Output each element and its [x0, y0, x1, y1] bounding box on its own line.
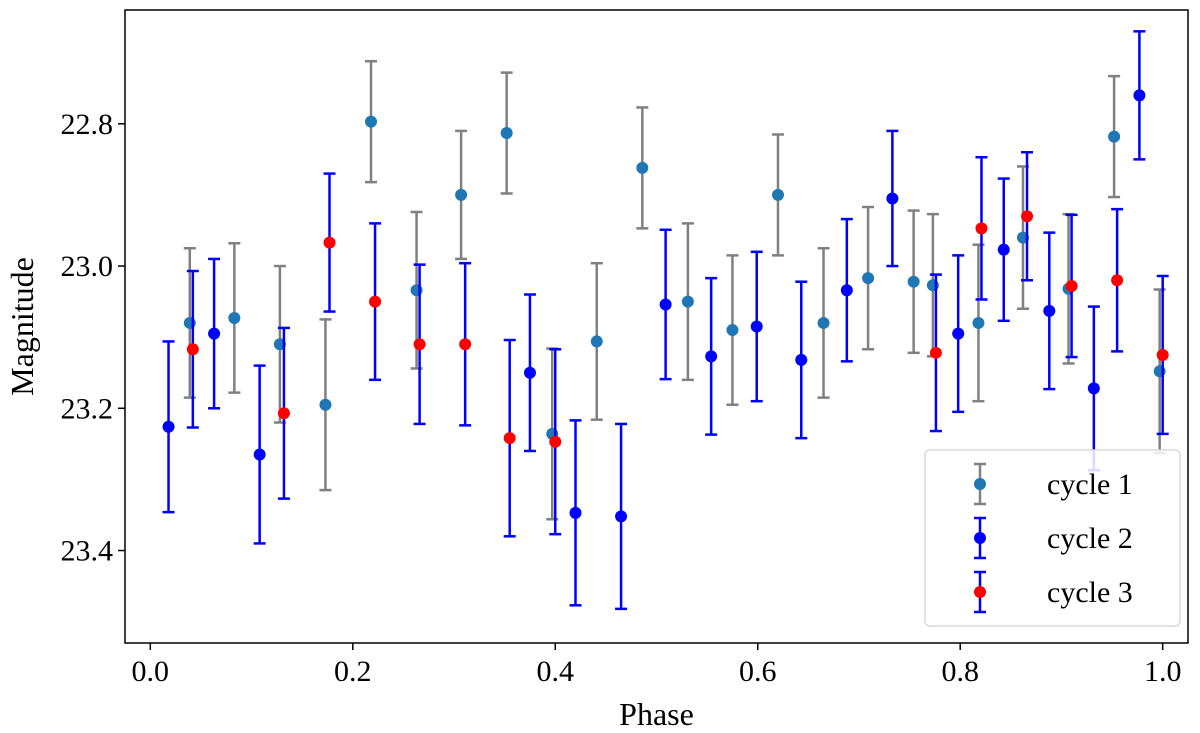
data-point [1065, 279, 1078, 292]
data-point [681, 295, 694, 308]
data-point [726, 324, 739, 337]
legend: cycle 1 cycle 2 cycle 3 [924, 449, 1181, 627]
data-point [1111, 274, 1124, 287]
legend-label: cycle 2 [1047, 522, 1133, 555]
x-tick-label: 0.8 [941, 655, 979, 688]
y-tick-label: 23.2 [61, 392, 114, 425]
data-point [705, 350, 718, 363]
data-point [319, 398, 332, 411]
data-point [886, 192, 899, 205]
data-point [413, 338, 426, 351]
data-point [503, 432, 516, 445]
legend-label: cycle 3 [1047, 576, 1133, 609]
data-point [365, 115, 378, 128]
legend-marker [974, 586, 986, 598]
x-axis-label: Phase [619, 696, 694, 732]
data-point [840, 284, 853, 297]
data-point [615, 510, 628, 523]
data-point [929, 346, 942, 359]
legend-box [924, 449, 1181, 627]
series-3 [186, 150, 1169, 538]
legend-marker [974, 532, 986, 544]
data-point [500, 127, 513, 140]
x-tick-label: 0.6 [739, 655, 777, 688]
data-point [997, 243, 1010, 256]
data-point [523, 366, 536, 379]
data-point [549, 435, 562, 448]
data-point [750, 320, 763, 333]
data-point [1156, 348, 1169, 361]
data-point [228, 311, 241, 324]
x-tick-label: 0.0 [132, 655, 170, 688]
data-point [1133, 89, 1146, 102]
legend-label: cycle 1 [1047, 468, 1133, 501]
axes: 0.0 0.2 0.4 0.6 0.8 1.0 22.8 23.0 23.2 23.4 Phase M… [4, 9, 1189, 732]
y-tick-label: 23.0 [61, 250, 114, 283]
data-point [590, 335, 603, 348]
x-tick-label: 0.4 [537, 655, 575, 688]
data-point [459, 338, 472, 351]
data-point [1021, 210, 1034, 223]
legend-entry: cycle 1 [974, 462, 1133, 506]
data-point [975, 222, 988, 235]
y-tick-label: 23.4 [61, 535, 114, 568]
legend-entry: cycle 2 [974, 516, 1133, 560]
data-point [369, 295, 382, 308]
legend-marker [974, 478, 986, 490]
data-point [323, 236, 336, 249]
data-point [162, 420, 175, 433]
legend-entry: cycle 3 [974, 570, 1133, 614]
data-point [186, 343, 199, 356]
data-point [862, 272, 875, 285]
data-point [771, 188, 784, 201]
data-point [455, 188, 468, 201]
data-point [952, 327, 965, 340]
data-point [277, 407, 290, 420]
data-point [1043, 304, 1056, 317]
data-point [907, 275, 920, 288]
data-point [817, 316, 830, 329]
data-point [253, 448, 266, 461]
plot-marks [162, 30, 1169, 611]
data-point [972, 316, 985, 329]
data-point [208, 327, 221, 340]
x-tick-label: 1.0 [1144, 655, 1182, 688]
data-point [636, 161, 649, 174]
data-point [1087, 382, 1100, 395]
y-axis-label: Magnitude [4, 257, 40, 396]
y-tick-label: 22.8 [61, 108, 114, 141]
x-tick-label: 0.2 [334, 655, 372, 688]
data-point [795, 353, 808, 366]
data-point [569, 506, 582, 519]
plot-frame [124, 9, 1189, 644]
data-point [1108, 130, 1121, 143]
series-2 [162, 30, 1146, 611]
data-point [659, 298, 672, 311]
